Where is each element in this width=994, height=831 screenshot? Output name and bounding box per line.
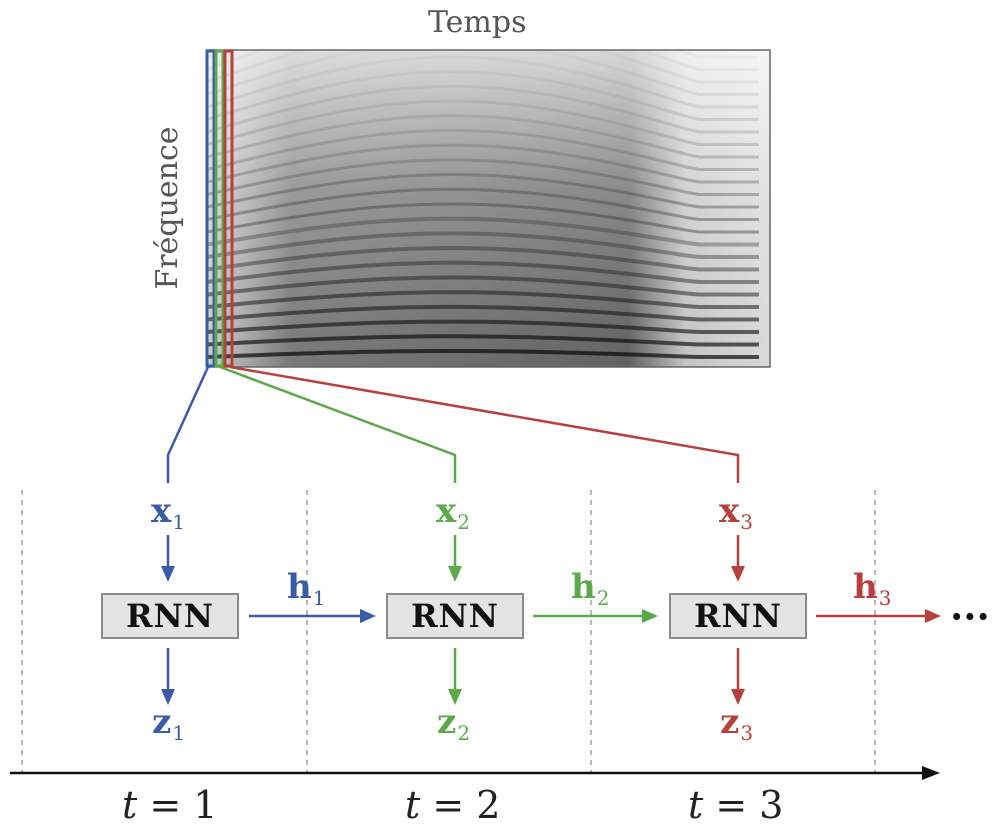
output-label-3: z3 [720, 705, 753, 743]
hidden-label-2: h2 [571, 570, 609, 608]
input-label-3: x3 [719, 494, 753, 532]
time-axis-arrowhead [922, 766, 940, 780]
connector-frame-3 [229, 365, 740, 483]
output-label-2: z2 [437, 705, 470, 743]
output-arrowhead-1 [161, 689, 175, 705]
output-label-1: z1 [152, 705, 185, 743]
hidden-index: 1 [312, 586, 326, 610]
frame-highlight-2 [214, 49, 225, 368]
frame-highlight-3 [223, 49, 234, 368]
output-symbol: z [720, 702, 740, 742]
input-label-1: x1 [151, 494, 185, 532]
hidden-label-3: h3 [853, 570, 891, 608]
hidden-arrowhead-2 [642, 609, 658, 623]
output-index: 1 [172, 721, 186, 745]
output-arrowhead-2 [448, 689, 462, 705]
hidden-symbol: h [571, 567, 596, 607]
hidden-arrowhead-3 [925, 609, 941, 623]
frame-highlight-1 [205, 49, 216, 368]
time-label-3: t = 3 [688, 786, 783, 824]
spectrogram-image [207, 50, 770, 367]
rnn-cell-2: RNN [386, 593, 524, 639]
time-label-1: t = 1 [122, 786, 217, 824]
frequency-axis-label: Fréquence [150, 126, 185, 290]
time-variable: t [405, 783, 421, 827]
hidden-index: 2 [596, 586, 610, 610]
time-label-2: t = 2 [405, 786, 500, 824]
input-symbol: x [719, 491, 740, 531]
time-value: = 2 [432, 783, 501, 827]
input-index: 1 [172, 510, 186, 534]
input-symbol: x [151, 491, 172, 531]
input-arrowhead-3 [731, 566, 745, 582]
hidden-label-1: h1 [287, 570, 325, 608]
time-value: = 3 [715, 783, 784, 827]
output-index: 3 [740, 721, 754, 745]
connector-frame-2 [219, 365, 457, 483]
output-symbol: z [437, 702, 457, 742]
hidden-arrowhead-1 [360, 609, 376, 623]
hidden-symbol: h [287, 567, 312, 607]
continuation-ellipsis: ··· [950, 594, 990, 639]
time-value: = 1 [149, 783, 218, 827]
time-axis-label: Temps [428, 5, 527, 40]
hidden-index: 3 [878, 586, 892, 610]
rnn-cell-1: RNN [101, 593, 239, 639]
output-arrowhead-3 [731, 689, 745, 705]
output-index: 2 [457, 721, 471, 745]
input-symbol: x [436, 491, 457, 531]
input-arrowhead-2 [448, 566, 462, 582]
time-variable: t [122, 783, 138, 827]
input-arrowhead-1 [161, 566, 175, 582]
output-symbol: z [152, 702, 172, 742]
hidden-symbol: h [853, 567, 878, 607]
input-index: 3 [740, 510, 754, 534]
time-variable: t [688, 783, 704, 827]
rnn-cell-3: RNN [669, 593, 807, 639]
input-label-2: x2 [436, 494, 470, 532]
connector-frame-1 [166, 366, 210, 483]
input-index: 2 [457, 510, 471, 534]
